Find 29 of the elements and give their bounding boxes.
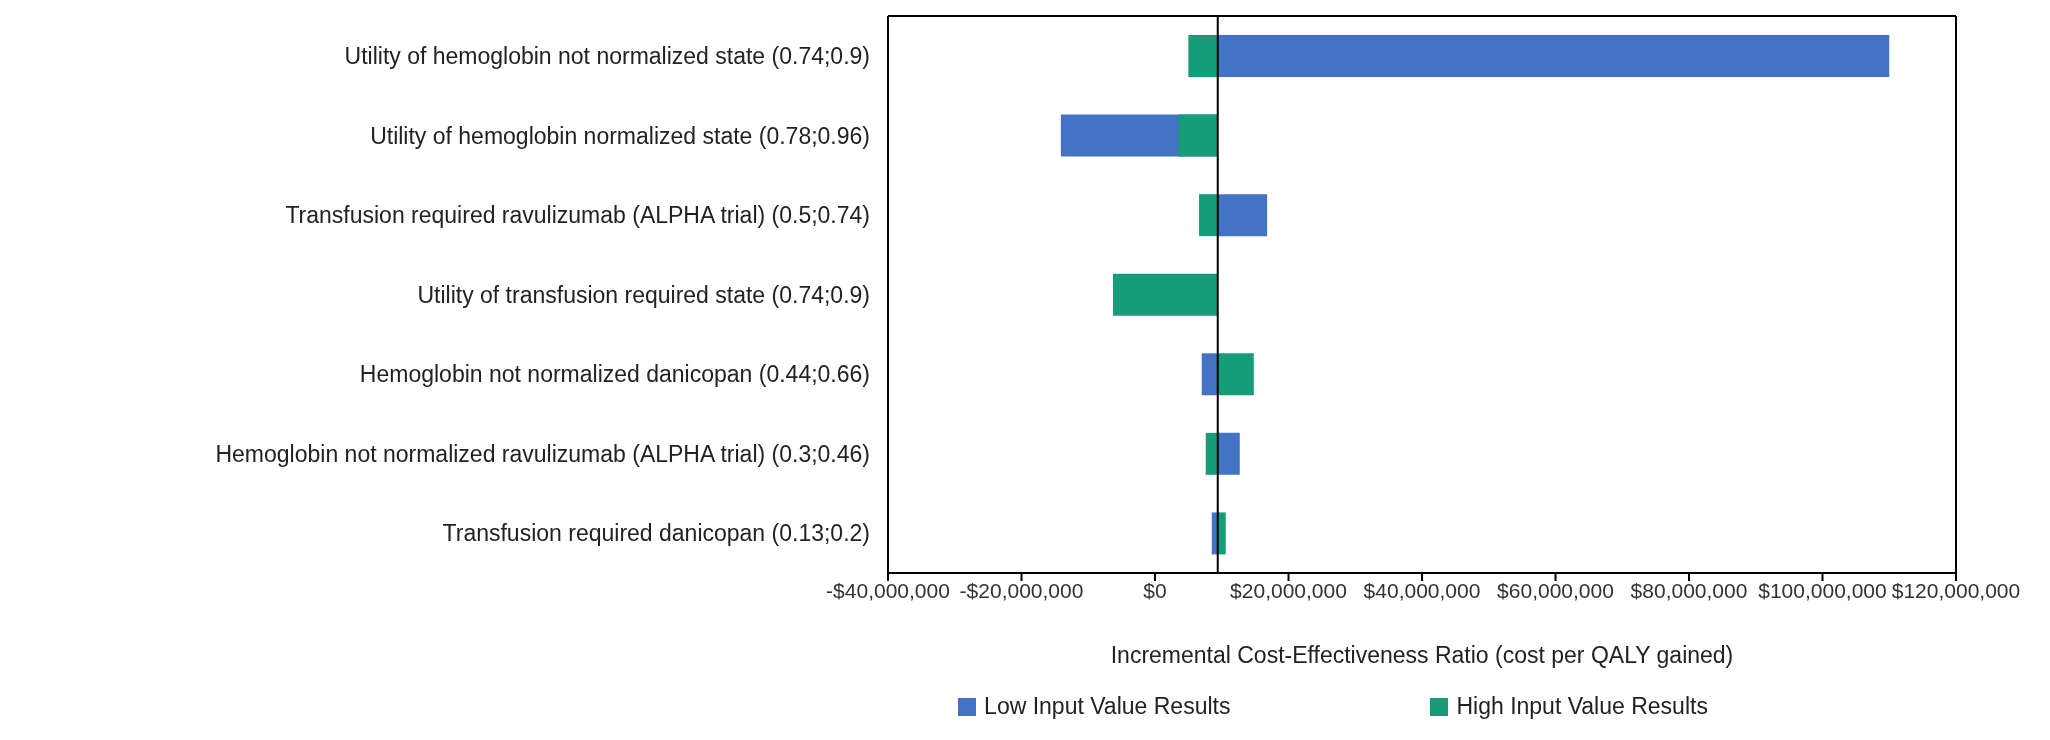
y-tick-label: Hemoglobin not normalized ravulizumab (ALPHA trial) (0.3;0.46)	[215, 440, 870, 467]
bar	[1188, 35, 1218, 77]
bar	[1217, 353, 1254, 396]
bar	[1217, 35, 1890, 77]
x-tick-label: -$40,000,000	[826, 578, 950, 602]
y-tick-label: Utility of hemoglobin normalized state (0.78;0.96)	[370, 122, 870, 149]
bar	[1217, 432, 1240, 475]
y-tick-label: Transfusion required danicopan (0.13;0.2)	[442, 520, 870, 547]
bar	[1201, 353, 1218, 396]
x-tick-label: $20,000,000	[1230, 578, 1347, 602]
x-tick-label: $120,000,000	[1891, 578, 2021, 602]
x-axis-title: Incremental Cost-Effectiveness Ratio (cost per QALY gained)	[1110, 642, 1734, 668]
bar	[1178, 114, 1218, 157]
y-tick-label: Transfusion required ravulizumab (ALPHA trial) (0.5;0.74)	[285, 202, 870, 229]
x-tick-label: $40,000,000	[1363, 578, 1481, 602]
y-tick-label: Hemoglobin not normalized danicopan (0.44;0.66)	[359, 361, 870, 388]
bar	[1112, 273, 1218, 316]
y-tick-label: Utility of hemoglobin not normalized state (0.74;0.9)	[344, 42, 870, 69]
x-tick-label: $60,000,000	[1497, 578, 1614, 602]
x-tick-label: $0	[1143, 578, 1167, 602]
x-tick-label: $100,000,000	[1758, 578, 1887, 602]
x-tick-label: -$20,000,000	[959, 578, 1084, 602]
bar	[1217, 194, 1268, 237]
x-tick-label: $80,000,000	[1630, 578, 1748, 602]
legend-label: High Input Value Results	[1456, 693, 1708, 720]
y-tick-label: Utility of transfusion required state (0.74;0.9)	[417, 281, 870, 308]
bar	[1205, 432, 1218, 475]
bar	[1199, 194, 1218, 237]
legend-label: Low Input Value Results	[984, 693, 1231, 720]
